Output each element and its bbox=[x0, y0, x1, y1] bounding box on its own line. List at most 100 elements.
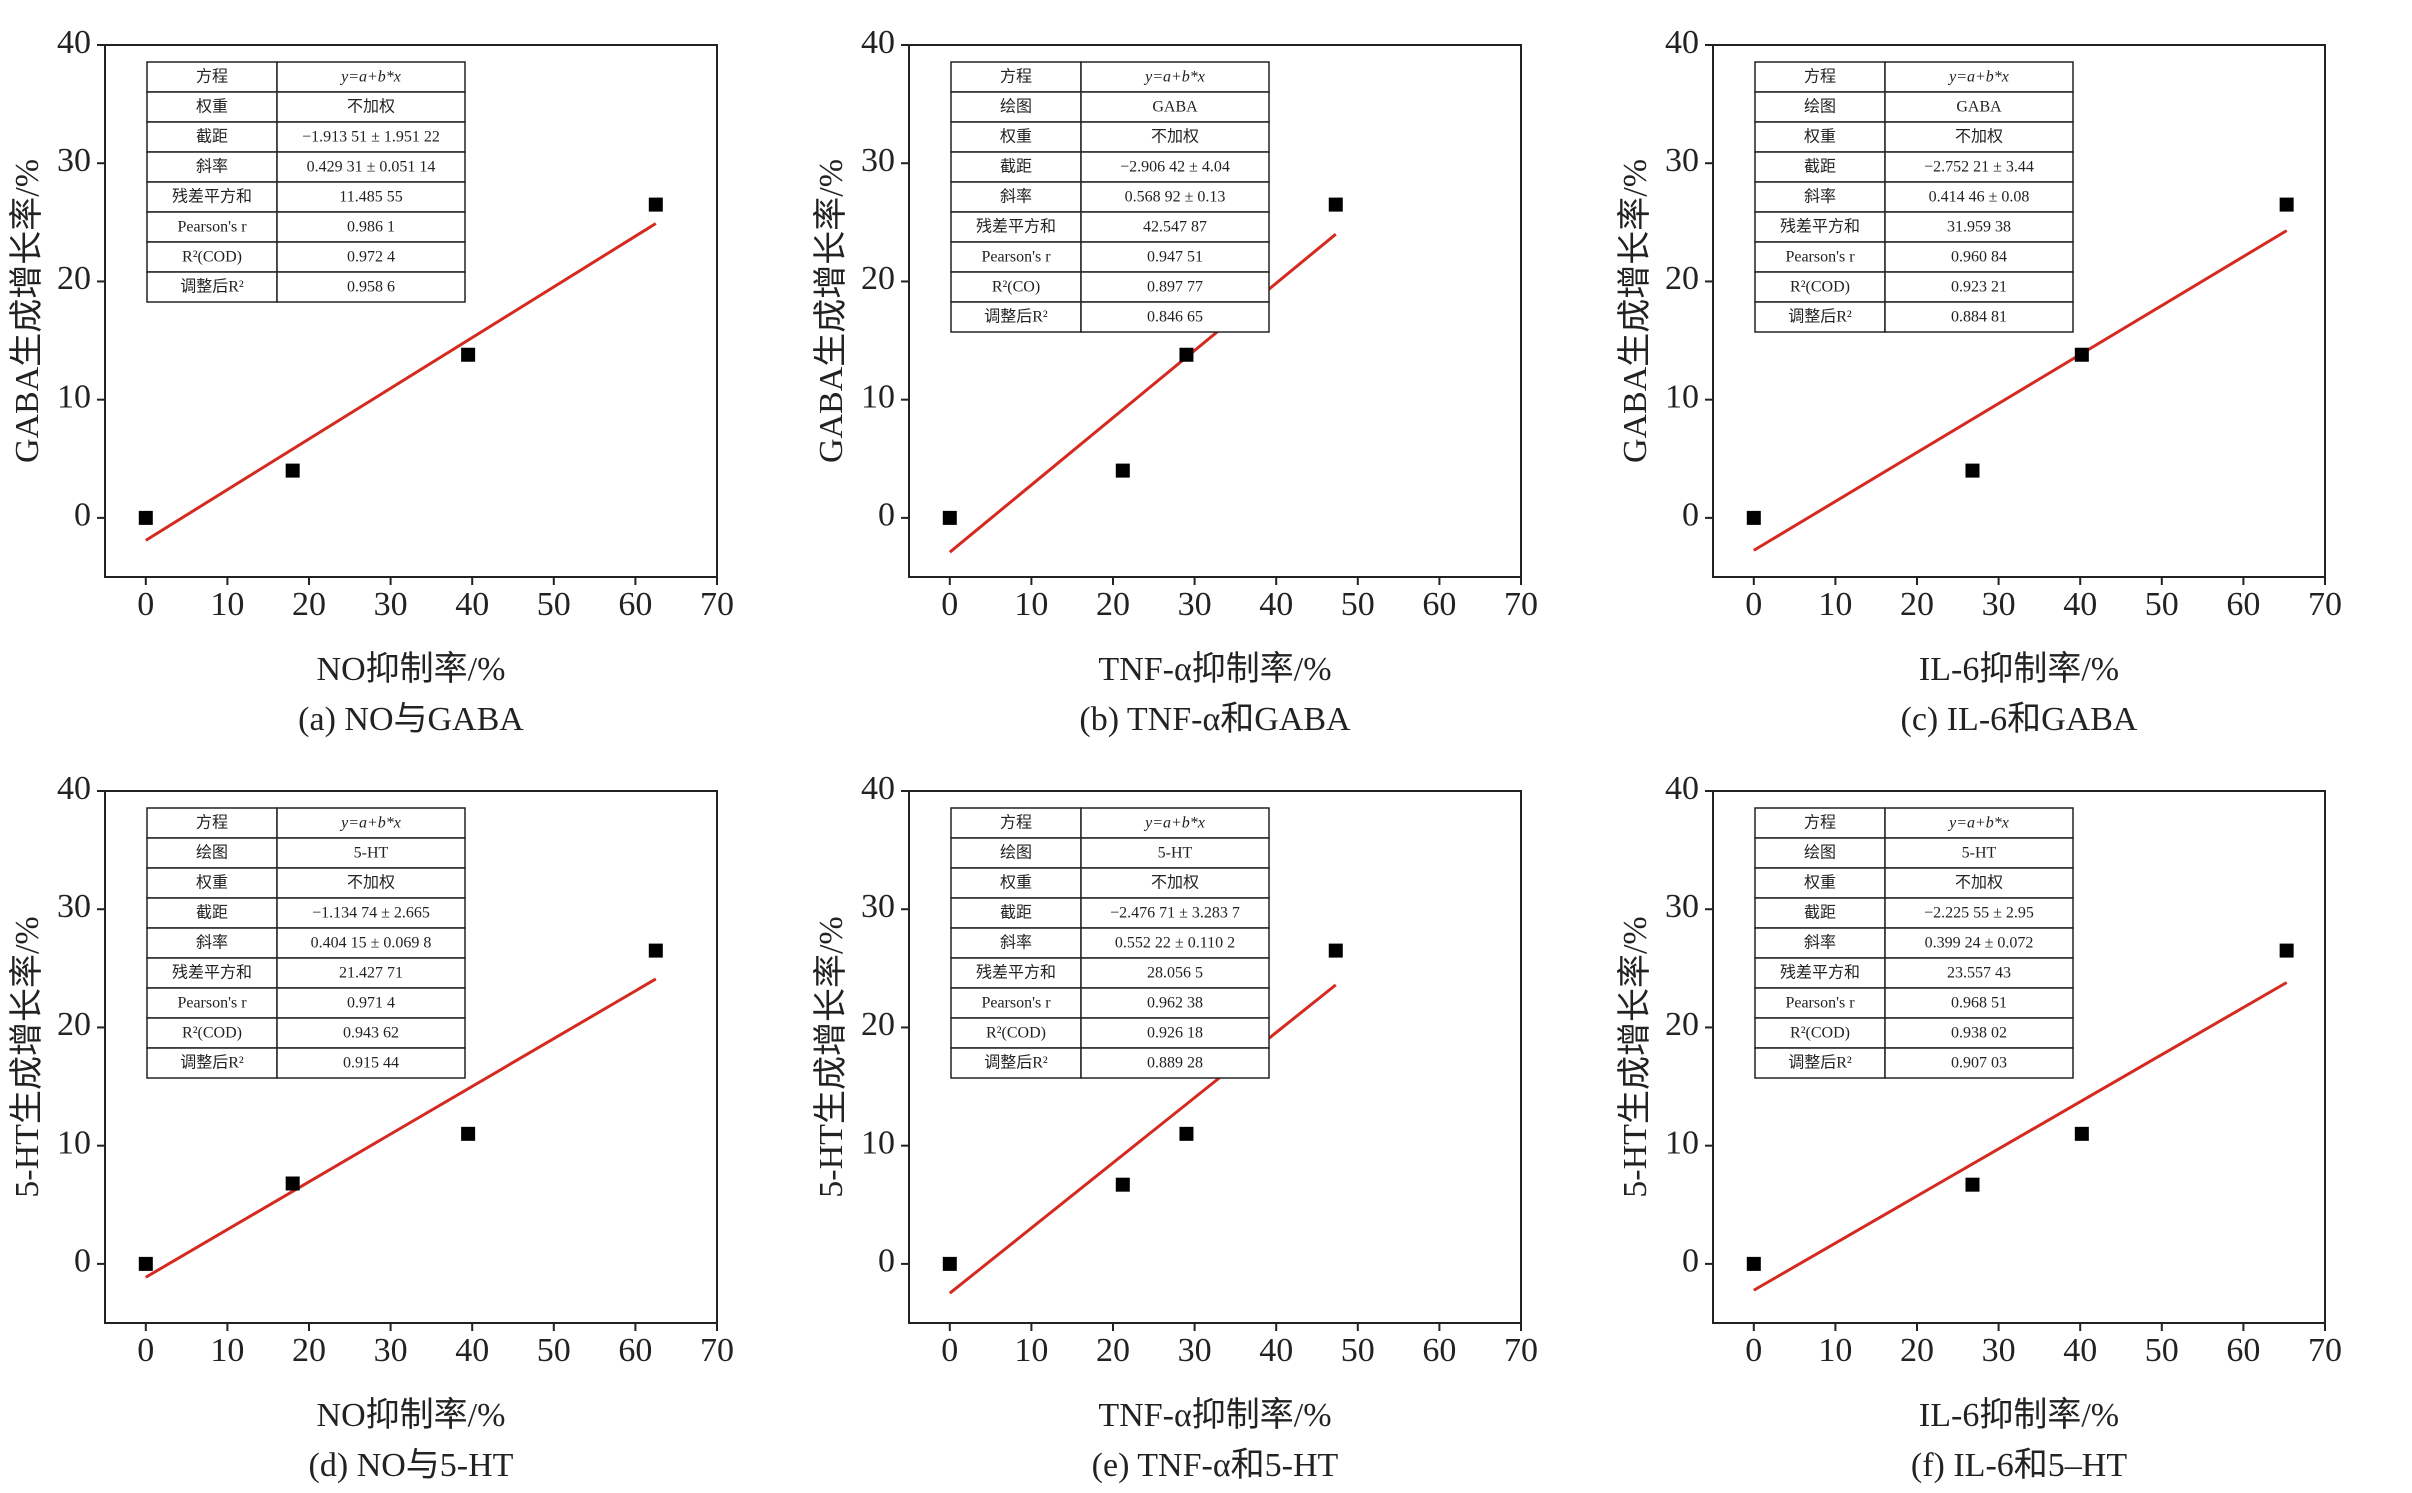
table-text: 11.485 55 bbox=[339, 189, 402, 206]
table-cell bbox=[950, 181, 1082, 213]
x-tick-label: 0 bbox=[137, 1332, 154, 1369]
x-tick-label: 0 bbox=[941, 586, 958, 623]
plot-frame bbox=[908, 790, 1522, 1324]
x-tick-label: 10 bbox=[1818, 1332, 1852, 1369]
table-text: 方程 bbox=[1804, 68, 1836, 86]
table-text: 0.986 1 bbox=[347, 219, 395, 236]
data-point bbox=[1746, 1256, 1761, 1271]
table-text: 23.557 43 bbox=[1947, 965, 2011, 982]
table-text: 绘图 bbox=[196, 844, 228, 862]
table-text: 0.552 22 ± 0.110 2 bbox=[1115, 935, 1235, 952]
x-tick-label: 20 bbox=[1096, 1332, 1130, 1369]
x-tick-label: 50 bbox=[2145, 1332, 2179, 1369]
table-text: Pearson's r bbox=[981, 995, 1051, 1012]
y-tick-label: 20 bbox=[57, 260, 91, 297]
table-cell bbox=[950, 61, 1082, 93]
x-tick-label: 70 bbox=[700, 1332, 734, 1369]
table-cell bbox=[950, 927, 1082, 959]
table-text: 0.884 81 bbox=[1951, 309, 2007, 326]
x-tick-label: 20 bbox=[292, 586, 326, 623]
table-text: 残差平方和 bbox=[172, 188, 252, 206]
table-cell bbox=[1884, 121, 2074, 153]
fit-line bbox=[948, 983, 1337, 1295]
table-cell bbox=[146, 271, 278, 303]
data-point bbox=[648, 943, 663, 958]
table-cell bbox=[146, 1017, 278, 1049]
y-tick-label: 40 bbox=[1665, 770, 1699, 807]
table-cell bbox=[1884, 957, 2074, 989]
table-text: 调整后R² bbox=[1788, 308, 1852, 326]
table-text: 0.846 65 bbox=[1147, 309, 1203, 326]
panel: 0 10 20 30 40 50 60 70 0 10 20 30 40 NO抑制率/% GABA生成增长率… bbox=[8, 24, 734, 738]
table-text: 截距 bbox=[1804, 904, 1836, 922]
x-tick-label: 40 bbox=[1259, 1332, 1293, 1369]
table-cell bbox=[1080, 957, 1270, 989]
table-text: 21.427 71 bbox=[339, 965, 403, 982]
table-cell bbox=[146, 211, 278, 243]
y-axis-label: 5-HT生成增长率/% bbox=[1616, 916, 1654, 1197]
table-text: R²(COD) bbox=[986, 1025, 1046, 1042]
table-cell bbox=[1080, 867, 1270, 899]
x-tick-label: 30 bbox=[374, 586, 408, 623]
table-text: y=a+b*x bbox=[339, 69, 401, 86]
table-cell bbox=[1754, 837, 1886, 869]
table-text: R²(COD) bbox=[182, 249, 242, 266]
table-text: 调整后R² bbox=[1788, 1054, 1852, 1072]
x-tick-label: 70 bbox=[2308, 586, 2342, 623]
y-tick-label: 10 bbox=[1665, 378, 1699, 415]
x-tick-label: 50 bbox=[1341, 586, 1375, 623]
y-tick-label: 20 bbox=[1665, 260, 1699, 297]
y-tick-label: 30 bbox=[861, 888, 895, 925]
y-tick-label: 20 bbox=[1665, 1006, 1699, 1043]
table-text: 方程 bbox=[196, 68, 228, 86]
table-text: 残差平方和 bbox=[1780, 964, 1860, 982]
table-cell bbox=[1884, 271, 2074, 303]
table-text: 不加权 bbox=[1151, 128, 1199, 146]
table-cell bbox=[276, 271, 466, 303]
table-text: 方程 bbox=[196, 814, 228, 832]
x-tick-label: 40 bbox=[2063, 1332, 2097, 1369]
table-cell bbox=[1080, 897, 1270, 929]
table-text: 绘图 bbox=[1000, 98, 1032, 116]
table-cell bbox=[1754, 987, 1886, 1019]
y-tick-label: 40 bbox=[861, 24, 895, 61]
table-text: 0.889 28 bbox=[1147, 1055, 1203, 1072]
table-text: 斜率 bbox=[1000, 934, 1032, 952]
table-cell bbox=[1884, 61, 2074, 93]
table-text: 0.568 92 ± 0.13 bbox=[1125, 189, 1226, 206]
table-cell bbox=[950, 867, 1082, 899]
table-text: 5-HT bbox=[1962, 845, 1997, 862]
y-tick-label: 0 bbox=[74, 1243, 91, 1280]
table-cell bbox=[146, 1047, 278, 1079]
x-tick-label: 30 bbox=[1178, 586, 1212, 623]
y-tick-label: 20 bbox=[861, 1006, 895, 1043]
table-cell bbox=[146, 957, 278, 989]
x-tick-label: 70 bbox=[1504, 1332, 1538, 1369]
table-cell bbox=[276, 61, 466, 93]
table-text: R²(COD) bbox=[182, 1025, 242, 1042]
table-cell bbox=[1080, 121, 1270, 153]
data-point bbox=[285, 463, 300, 478]
data-point bbox=[285, 1176, 300, 1191]
y-tick-label: 30 bbox=[57, 888, 91, 925]
table-cell bbox=[1754, 897, 1886, 929]
table-text: −2.476 71 ± 3.283 7 bbox=[1110, 905, 1240, 922]
table-text: y=a+b*x bbox=[1143, 69, 1205, 86]
table-text: 调整后R² bbox=[180, 1054, 244, 1072]
table-text: R²(COD) bbox=[1790, 1025, 1850, 1042]
table-text: 截距 bbox=[196, 904, 228, 922]
x-tick-label: 50 bbox=[537, 1332, 571, 1369]
table-text: 权重 bbox=[1000, 128, 1032, 146]
table-text: 截距 bbox=[1000, 904, 1032, 922]
table-text: y=a+b*x bbox=[1143, 815, 1205, 832]
table-text: 绘图 bbox=[1000, 844, 1032, 862]
table-text: 权重 bbox=[1804, 128, 1836, 146]
table-text: 0.923 21 bbox=[1951, 279, 2007, 296]
table-text: 残差平方和 bbox=[976, 218, 1056, 236]
plot-frame bbox=[908, 44, 1522, 578]
plot-frame bbox=[1712, 44, 2326, 578]
x-tick-label: 50 bbox=[2145, 586, 2179, 623]
data-point bbox=[461, 347, 476, 362]
table-text: 权重 bbox=[1804, 874, 1836, 892]
table-text: 不加权 bbox=[1151, 874, 1199, 892]
